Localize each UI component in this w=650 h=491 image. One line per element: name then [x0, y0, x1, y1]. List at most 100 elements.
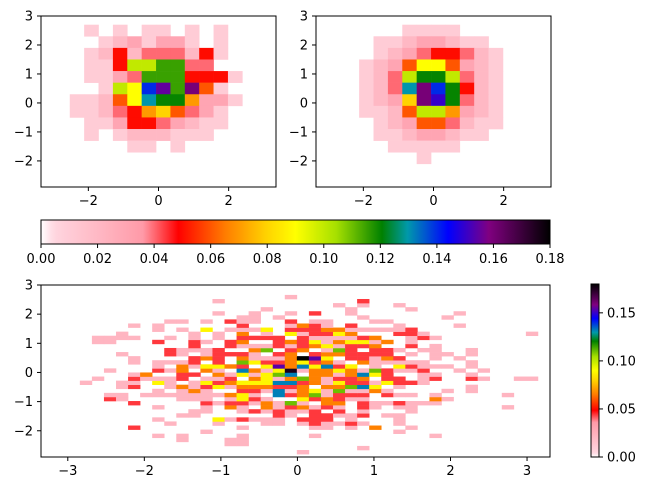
histogram-cell	[465, 372, 478, 377]
histogram-cell	[296, 347, 310, 353]
histogram-cell	[459, 71, 475, 83]
histogram-cell	[296, 380, 310, 386]
histogram-cell	[260, 307, 274, 312]
histogram-cell	[369, 388, 382, 394]
histogram-cell	[176, 437, 189, 443]
histogram-cell	[170, 117, 186, 130]
histogram-cell	[212, 347, 225, 353]
histogram-cell	[112, 94, 128, 107]
histogram-cell	[381, 413, 394, 418]
histogram-cell	[308, 409, 322, 414]
histogram-cell	[236, 368, 249, 373]
colorbar-gradient	[591, 284, 599, 457]
histogram-cell	[381, 347, 394, 353]
histogram-cell	[474, 59, 489, 72]
histogram-cell	[176, 368, 189, 373]
histogram-cell	[236, 388, 249, 394]
x-tick-label: 0	[293, 464, 301, 479]
colorbar-tick-label: 0.18	[536, 252, 565, 267]
histogram-cell	[429, 364, 442, 369]
histogram-cell	[236, 437, 249, 443]
histogram-cell	[272, 315, 286, 320]
histogram-cell	[357, 376, 370, 381]
histogram-cell	[84, 94, 99, 107]
histogram-cell	[103, 392, 117, 398]
y-tick-label: 2	[25, 308, 33, 323]
axes-frame	[40, 284, 551, 458]
histogram-cell	[176, 392, 189, 398]
histogram-cell	[188, 388, 201, 394]
histogram-cell	[296, 339, 310, 345]
histogram-cell	[127, 140, 142, 153]
histogram-cell	[345, 323, 358, 328]
histogram-cell	[248, 311, 261, 316]
histogram-cell	[345, 331, 358, 337]
histogram-cell	[308, 327, 322, 332]
histogram-cell	[320, 347, 334, 353]
histogram-cell	[393, 360, 406, 365]
histogram-cell	[296, 368, 310, 373]
histogram-cell	[272, 392, 286, 398]
histogram-cell	[284, 409, 298, 414]
histogram-cell	[345, 335, 358, 341]
histogram-cell	[501, 405, 515, 410]
histogram-cell	[296, 360, 310, 365]
histogram-cell	[296, 376, 310, 381]
histogram-cell	[199, 105, 214, 118]
histogram-cell	[320, 401, 334, 406]
histogram-cell	[320, 343, 334, 349]
histogram-cell	[284, 294, 298, 300]
histogram-cell	[224, 441, 237, 447]
histogram-cell	[98, 94, 114, 107]
histogram-cell	[308, 396, 322, 402]
histogram-cell	[284, 392, 298, 398]
histogram-cell	[284, 364, 298, 369]
histogram-cell	[393, 323, 406, 328]
histogram-cell	[184, 47, 200, 60]
histogram-cell	[176, 352, 189, 357]
histogram-cell	[176, 327, 189, 332]
histogram-cell	[405, 368, 418, 373]
colorbar-tick-label: 0.00	[27, 252, 56, 267]
histogram-cell	[308, 405, 322, 410]
histogram-cell	[272, 343, 286, 349]
histogram-cell	[345, 352, 358, 357]
x-tick-label: 2	[225, 194, 233, 209]
histogram-cell	[200, 352, 213, 357]
histogram-cell	[236, 339, 249, 345]
histogram-cell	[260, 347, 274, 353]
histogram-cell	[333, 401, 346, 406]
histogram-cell	[248, 315, 261, 320]
histogram-cell	[236, 315, 249, 320]
histogram-cell	[359, 94, 374, 107]
histogram-cell	[333, 368, 346, 373]
histogram-cell	[333, 413, 346, 418]
colorbar-tick-label: 0.16	[479, 252, 508, 267]
histogram-cell	[345, 364, 358, 369]
histogram-cell	[431, 59, 446, 72]
histogram-cell	[272, 352, 286, 357]
histogram-cell	[152, 360, 165, 365]
histogram-cell	[308, 311, 322, 316]
histogram-cell	[170, 129, 186, 141]
histogram-cell	[373, 59, 389, 72]
histogram-cell	[357, 343, 370, 349]
colorbar-tick-label: 0.05	[607, 402, 636, 417]
histogram-cell	[416, 94, 432, 107]
histogram-cell	[200, 356, 213, 361]
y-tick-label: −2	[14, 424, 33, 439]
y-tick-label: −2	[14, 154, 33, 169]
y-tick-label: 2	[300, 38, 308, 53]
histogram-cell	[284, 319, 298, 324]
histogram-cell	[224, 380, 237, 386]
histogram-cell	[188, 360, 201, 365]
histogram-cell	[405, 307, 418, 312]
histogram-cell	[387, 105, 403, 118]
histogram-cell	[359, 82, 374, 95]
histogram-cell	[453, 311, 466, 316]
histogram-cell	[112, 47, 128, 60]
histogram-cell	[333, 331, 346, 337]
histogram-cell	[140, 376, 153, 381]
histogram-cell	[103, 368, 117, 373]
histogram-cell	[140, 392, 153, 398]
